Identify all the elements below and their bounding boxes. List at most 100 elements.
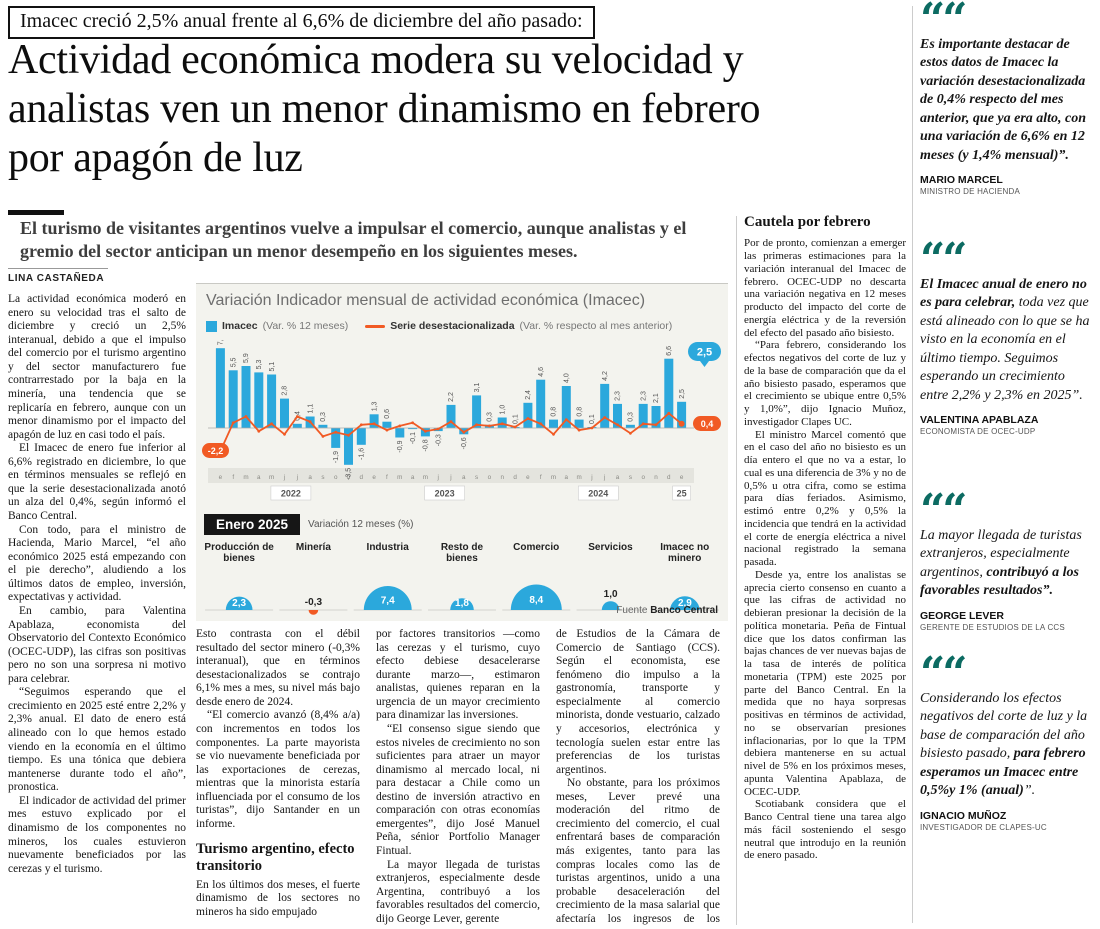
svg-text:7,4: 7,4 [381, 595, 395, 606]
svg-text:m: m [269, 474, 274, 481]
imacec-chart-panel: Variación Indicador mensual de actividad… [196, 283, 728, 621]
svg-text:f: f [386, 474, 388, 481]
svg-text:j: j [449, 474, 451, 481]
kicker: Imacec creció 2,5% anual frente al 6,6% … [8, 6, 595, 39]
svg-text:n: n [654, 474, 658, 481]
sector-bubbles-row: 2,3 -0,3 7,4 1,8 8,4 1,0 2,9 [202, 566, 722, 620]
svg-text:0,6: 0,6 [384, 409, 391, 419]
pull-quote: ““ La mayor llegada de turistas extranjer… [920, 489, 1094, 632]
sector-label: Imacec no minero [660, 542, 710, 564]
svg-text:-0,3: -0,3 [305, 597, 323, 608]
svg-text:0,1: 0,1 [589, 414, 596, 424]
svg-text:7,6: 7,6 [218, 340, 225, 345]
svg-text:s: s [475, 474, 478, 481]
pull-quote: ““ Considerando los efectos negativos del… [920, 652, 1094, 832]
svg-text:5,5: 5,5 [230, 357, 237, 367]
desest-series-label: Serie desestacionalizada [390, 320, 515, 332]
quote-author-role: GERENTE DE ESTUDIOS DE LA CCS [920, 622, 1065, 632]
bar-line-plot: e f m a m j j a s o n d e f m a m j j a s o n d e f m a m j j a s o n d e 7,6… [202, 335, 722, 508]
svg-text:-0,8: -0,8 [423, 439, 430, 451]
svg-text:2,2: 2,2 [448, 392, 455, 402]
svg-text:2,3: 2,3 [232, 598, 246, 609]
svg-text:1,3: 1,3 [371, 401, 378, 411]
paragraph: La actividad económica moderó en enero s… [8, 293, 186, 441]
sector-label: Industria [366, 542, 409, 553]
svg-text:a: a [308, 474, 312, 481]
paragraph: Scotiabank considera que el Banco Centra… [744, 798, 906, 862]
paragraph: de Estudios de la Cámara de Comercio de … [556, 628, 720, 776]
sector-labels-row: Producción de bienes Minería Industria Rest… [202, 542, 722, 564]
svg-text:f: f [232, 474, 234, 481]
quote-author: GEORGE LEVER [920, 609, 1005, 622]
column-divider [736, 216, 737, 925]
svg-text:-3,5: -3,5 [346, 468, 353, 480]
svg-text:3,1: 3,1 [474, 383, 481, 393]
chart-title: Variación Indicador mensual de actividad… [206, 292, 646, 309]
svg-text:-1,9: -1,9 [333, 451, 340, 463]
svg-text:25: 25 [677, 489, 687, 499]
sector-label: Servicios [588, 542, 633, 553]
chart-source: Fuente Banco Central [616, 605, 718, 616]
svg-text:o: o [334, 474, 338, 481]
svg-text:0,4: 0,4 [701, 419, 714, 429]
paragraph: Con todo, para el ministro de Hacienda, … [8, 523, 186, 604]
subheading-turismo: Turismo argentino, efecto transitorio [196, 841, 355, 875]
article-column-2: Esto contrasta con el débil resultado de… [196, 628, 360, 925]
svg-text:s: s [321, 474, 324, 481]
inset-month-label: Enero 2025 [204, 514, 301, 535]
svg-text:5,3: 5,3 [256, 360, 263, 370]
column-5-body: Por de pronto, comienzan a emerger las p… [744, 237, 906, 862]
paragraph: por factores transitorios —como las cere… [376, 628, 540, 722]
svg-text:j: j [296, 474, 298, 481]
svg-text:e: e [526, 474, 530, 481]
svg-text:2,5: 2,5 [679, 389, 686, 399]
svg-text:-0,3: -0,3 [435, 434, 442, 446]
quote-marks-icon: ““ [920, 0, 968, 45]
svg-text:m: m [397, 474, 402, 481]
svg-text:2024: 2024 [588, 489, 608, 499]
svg-text:n: n [500, 474, 504, 481]
sector-label: Producción de bienes [204, 542, 274, 564]
paragraph: “El consenso sigue siendo que estos nive… [376, 722, 540, 857]
paragraph: Esto contrasta con el débil resultado de… [196, 628, 360, 708]
svg-text:j: j [283, 474, 285, 481]
svg-text:4,6: 4,6 [538, 367, 545, 377]
pull-quote: ““ El Imacec anual de enero no es para ce… [920, 238, 1094, 437]
quote-text: La mayor llegada de turistas extranjeros… [920, 528, 1082, 599]
imacec-series-note: (Var. % 12 meses) [262, 320, 349, 332]
deck: El turismo de visitantes argentinos vuel… [20, 218, 687, 262]
paragraph: El indicador de actividad del primer mes… [8, 794, 186, 875]
source-name: Banco Central [650, 605, 718, 616]
paragraph: “Para febrero, considerando los efectos … [744, 339, 906, 428]
svg-text:a: a [565, 474, 569, 481]
quote-author-role: ECONOMISTA DE OCEC-UDP [920, 427, 1036, 437]
paragraph: En los últimos dos meses, el fuerte dina… [196, 878, 360, 918]
svg-text:2,3: 2,3 [640, 391, 647, 401]
svg-text:4,0: 4,0 [564, 373, 571, 383]
svg-text:0,3: 0,3 [487, 412, 494, 422]
svg-text:-0,6: -0,6 [461, 437, 468, 449]
svg-text:n: n [347, 474, 351, 481]
svg-text:o: o [488, 474, 492, 481]
article-column-5: Cautela por febrero Por de pronto, comie… [744, 214, 906, 925]
svg-text:j: j [590, 474, 592, 481]
svg-text:2,9: 2,9 [678, 598, 692, 609]
svg-text:2,5: 2,5 [697, 347, 712, 359]
svg-text:j: j [603, 474, 605, 481]
svg-text:0,3: 0,3 [320, 412, 327, 422]
sector-bubbles-svg: 2,3 -0,3 7,4 1,8 8,4 1,0 2,9 [205, 584, 719, 615]
svg-text:m: m [551, 474, 556, 481]
chart-legend: Imacec (Var. % 12 meses) Serie desestaci… [206, 320, 672, 332]
svg-text:1,1: 1,1 [307, 404, 314, 414]
svg-text:j: j [436, 474, 438, 481]
svg-text:5,1: 5,1 [269, 362, 276, 372]
paragraph: No obstante, para los próximos meses, Le… [556, 777, 720, 925]
svg-text:0,8: 0,8 [576, 407, 583, 417]
svg-text:0,8: 0,8 [551, 407, 558, 417]
paragraph: La mayor llegada de turistas extranjeros… [376, 858, 540, 925]
article-column-1: La actividad económica moderó en enero s… [8, 293, 186, 925]
svg-text:m: m [243, 474, 248, 481]
paragraph: “Seguimos esperando que el crecimiento e… [8, 686, 186, 794]
svg-text:2023: 2023 [435, 489, 455, 499]
svg-text:1,8: 1,8 [455, 598, 469, 609]
